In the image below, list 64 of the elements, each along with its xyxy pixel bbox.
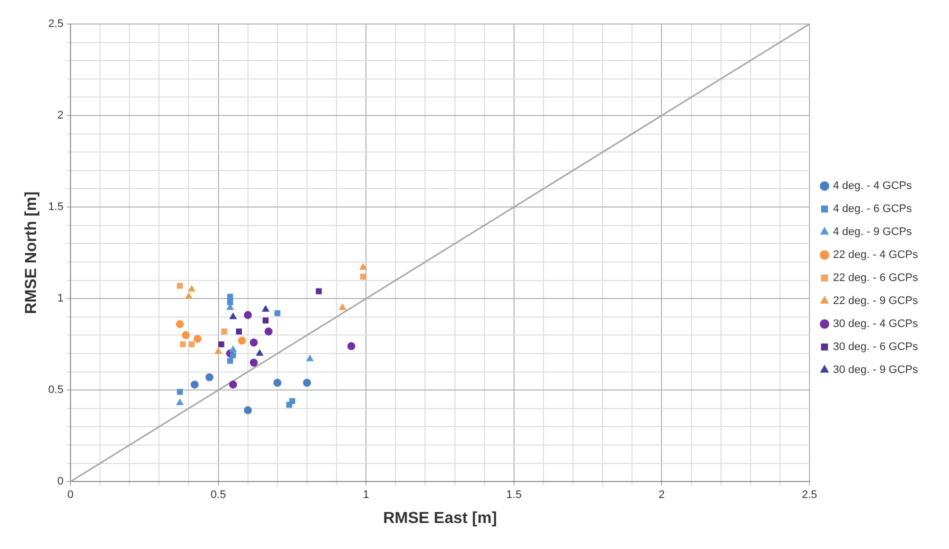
- legend-label: 4 deg. - 4 GCPs: [833, 180, 912, 192]
- x-axis-title: RMSE East [m]: [383, 510, 497, 527]
- x-tick-label: 1.5: [506, 489, 522, 502]
- point: [250, 358, 258, 367]
- legend-label: 22 deg. - 6 GCPs: [833, 272, 918, 284]
- point: [188, 285, 196, 292]
- point: [176, 320, 184, 328]
- point: [230, 352, 236, 358]
- point: [236, 328, 242, 334]
- point: [185, 292, 192, 299]
- y-tick-label: 0.5: [48, 384, 64, 396]
- point: [194, 334, 202, 343]
- point: [182, 331, 190, 340]
- point: [286, 402, 292, 408]
- point: [214, 348, 222, 354]
- point: [176, 388, 183, 395]
- legend-label: 22 deg. - 9 GCPs: [833, 295, 918, 308]
- point: [262, 306, 270, 312]
- point: [360, 274, 366, 280]
- x-tick-label: 0.5: [210, 489, 226, 502]
- point: [227, 299, 234, 306]
- point: [250, 338, 258, 346]
- point: [262, 318, 269, 324]
- x-tick-label: 2: [658, 489, 665, 502]
- point: [180, 341, 186, 348]
- point: [338, 304, 346, 310]
- y-axis-title: RMSE North [m]: [23, 191, 40, 314]
- y-tick-label: 2.5: [48, 18, 64, 30]
- point: [244, 406, 252, 414]
- point: [264, 328, 273, 336]
- point: [274, 310, 280, 316]
- legend-label: 4 deg. - 6 GCPs: [833, 203, 912, 216]
- point: [176, 282, 183, 289]
- legend-label: 30 deg. - 9 GCPs: [833, 364, 918, 376]
- point: [221, 328, 228, 334]
- point: [256, 349, 264, 356]
- point: [302, 378, 311, 387]
- point: [230, 312, 237, 320]
- point: [205, 373, 214, 382]
- x-tick-label: 1: [363, 489, 370, 502]
- x-tick-label: 0: [67, 489, 74, 502]
- point: [229, 380, 238, 389]
- point: [190, 380, 199, 389]
- point: [230, 346, 237, 352]
- point: [316, 288, 322, 294]
- y-tick-label: 1.5: [48, 201, 64, 214]
- y-tick-label: 2: [57, 110, 64, 122]
- x-tick-label: 2.5: [802, 489, 818, 502]
- point: [360, 263, 367, 270]
- legend-label: 30 deg. - 4 GCPs: [833, 318, 918, 330]
- point: [176, 398, 184, 406]
- y-tick-label: 1: [57, 292, 64, 305]
- point: [273, 378, 282, 387]
- point: [218, 341, 224, 348]
- point: [306, 354, 314, 362]
- point: [238, 336, 246, 345]
- point: [227, 358, 234, 364]
- point: [244, 311, 252, 320]
- y-tick-label: 0: [57, 476, 64, 488]
- legend-label: 4 deg. - 9 GCPs: [833, 226, 912, 238]
- legend-label: 22 deg. - 4 GCPs: [833, 249, 918, 262]
- point: [347, 342, 356, 350]
- legend-label: 30 deg. - 6 GCPs: [833, 341, 918, 354]
- point: [188, 341, 195, 348]
